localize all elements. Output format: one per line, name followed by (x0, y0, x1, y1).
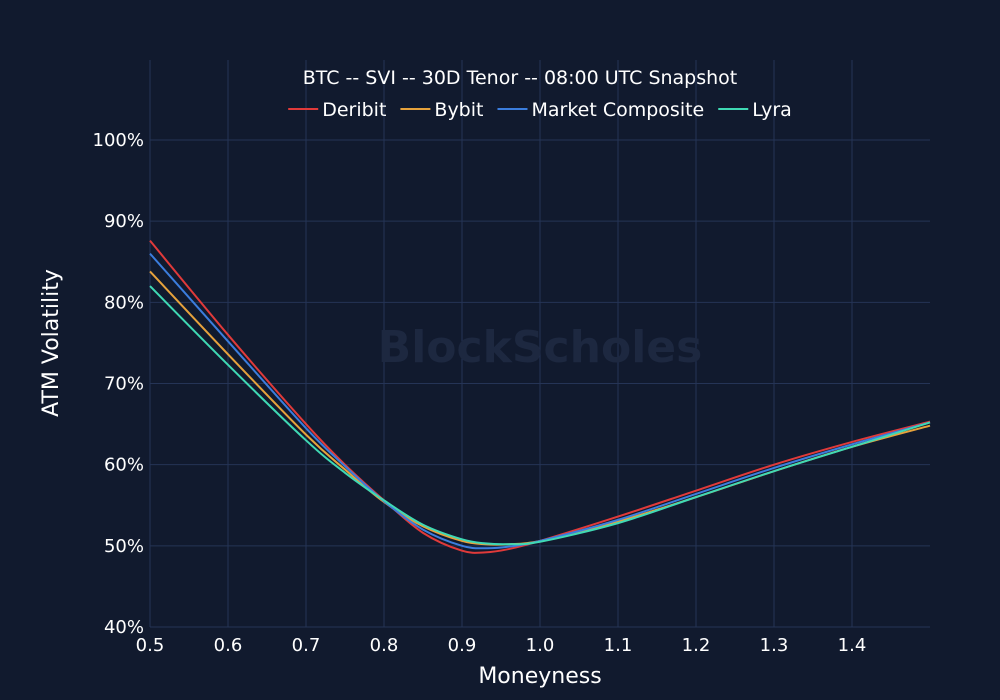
y-tick-label: 40% (104, 617, 144, 638)
x-tick-label: 0.9 (448, 635, 477, 656)
grid-lines (149, 60, 930, 628)
y-tick-label: 100% (93, 130, 144, 151)
legend-label-deribit: Deribit (322, 99, 386, 121)
y-tick-label: 50% (104, 536, 144, 557)
x-axis-title: Moneyness (478, 664, 601, 689)
x-tick-label: 1.2 (682, 635, 711, 656)
series-line-lyra (149, 285, 931, 546)
x-tick-label: 0.6 (214, 635, 243, 656)
x-tick-label: 0.8 (370, 635, 399, 656)
y-tick-label: 80% (104, 292, 144, 313)
legend-label-bybit: Bybit (434, 99, 483, 121)
series-line-deribit (149, 240, 931, 554)
x-tick-label: 1.1 (604, 635, 633, 656)
x-tick-label: 0.7 (292, 635, 321, 656)
y-tick-label: 90% (104, 211, 144, 232)
y-axis-ticks: 40% 50% 60% 70% 80% 90% 100% (93, 130, 144, 638)
legend-label-market-composite: Market Composite (531, 99, 704, 121)
x-tick-label: 1.3 (760, 635, 789, 656)
y-axis-title: ATM Volatility (39, 269, 64, 417)
legend-label-lyra: Lyra (752, 99, 792, 121)
x-tick-label: 0.5 (136, 635, 165, 656)
series-lines (149, 240, 931, 554)
x-tick-label: 1.4 (838, 635, 867, 656)
chart-title: BTC -- SVI -- 30D Tenor -- 08:00 UTC Sna… (303, 67, 738, 89)
y-tick-label: 60% (104, 455, 144, 476)
x-axis-ticks: 0.5 0.6 0.7 0.8 0.9 1.0 1.1 1.2 1.3 1.4 (136, 635, 867, 656)
watermark: BlockScholes (378, 322, 703, 373)
y-tick-label: 70% (104, 374, 144, 395)
legend: Deribit Bybit Market Composite Lyra (288, 99, 792, 121)
series-line-market-composite (149, 252, 931, 550)
x-tick-label: 1.0 (526, 635, 555, 656)
